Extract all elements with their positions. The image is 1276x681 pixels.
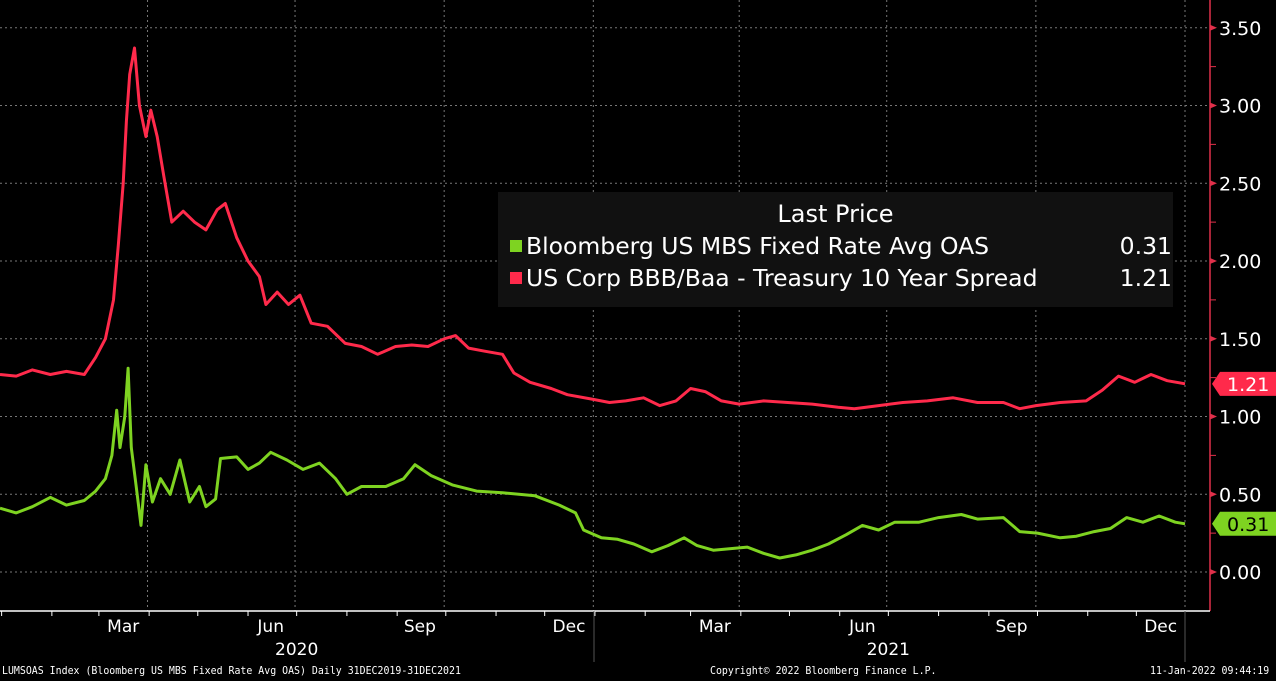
y-tick-label: 3.50 [1219, 18, 1261, 40]
y-tick-label: 1.50 [1219, 329, 1261, 351]
legend-item-bbb-spread: US Corp BBB/Baa - Treasury 10 Year Sprea… [510, 264, 1037, 292]
y-tick [1210, 180, 1217, 187]
footer-timestamp: 11-Jan-2022 09:44:19 [1150, 664, 1270, 677]
last-price-label: 0.31 [1227, 514, 1269, 536]
x-tick-label: Dec [1144, 617, 1177, 637]
x-tick-label: Mar [699, 617, 731, 637]
y-tick [1210, 413, 1217, 420]
y-tick-label: 0.50 [1219, 484, 1261, 506]
x-tick-label: Mar [107, 617, 139, 637]
x-tick-label: Jun [256, 617, 284, 637]
legend: Last Price Bloomberg US MBS Fixed Rate A… [498, 192, 1173, 307]
footer-copyright: Copyright© 2022 Bloomberg Finance L.P. [710, 664, 937, 677]
legend-swatch-green [510, 240, 522, 252]
x-tick-label: Sep [404, 617, 436, 637]
y-tick [1210, 102, 1217, 109]
y-tick-label: 2.00 [1219, 251, 1261, 273]
series-line-bbb-spread [0, 46, 1186, 411]
y-tick-label: 1.00 [1219, 407, 1261, 429]
x-tick-label: Dec [553, 617, 586, 637]
x-year-label: 2020 [275, 640, 318, 660]
y-tick-label: 0.00 [1219, 562, 1261, 584]
y-tick [1210, 24, 1217, 31]
y-tick-label: 2.50 [1219, 173, 1261, 195]
y-tick [1210, 569, 1217, 575]
last-price-tag [1212, 371, 1276, 396]
series-line-mbs-oas [0, 366, 1186, 560]
x-tick-label: Sep [996, 617, 1028, 637]
y-tick [1210, 335, 1217, 342]
y-tick [1210, 258, 1217, 264]
legend-label: Bloomberg US MBS Fixed Rate Avg OAS [526, 232, 990, 260]
footer-security-info: LUMSOAS Index (Bloomberg US MBS Fixed Ra… [2, 664, 461, 677]
legend-label: US Corp BBB/Baa - Treasury 10 Year Sprea… [526, 264, 1038, 292]
legend-value: 0.31 [1119, 232, 1172, 260]
legend-value: 1.21 [1119, 264, 1172, 292]
legend-item-mbs-oas: Bloomberg US MBS Fixed Rate Avg OAS [510, 232, 989, 260]
last-price-tag [1212, 511, 1276, 536]
y-tick-label: 3.00 [1219, 96, 1261, 118]
legend-title: Last Price [777, 200, 894, 228]
y-tick [1210, 491, 1217, 498]
last-price-label: 1.21 [1227, 374, 1269, 396]
x-year-label: 2021 [867, 640, 910, 660]
line-chart: 0.00 0.50 1.00 1.50 2.00 2.50 3.00 3.50 Mar Jun Se… [0, 0, 1276, 662]
x-tick-label: Jun [848, 617, 876, 637]
legend-swatch-red [510, 272, 522, 284]
